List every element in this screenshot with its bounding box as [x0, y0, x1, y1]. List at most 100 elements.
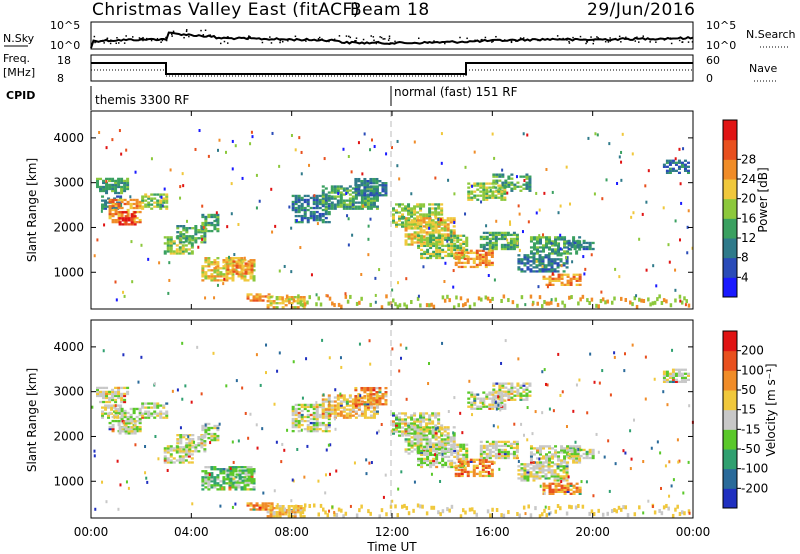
- heatmap-cell: [113, 197, 117, 200]
- heatmap-cell: [519, 394, 523, 397]
- heatmap-cell: [312, 196, 316, 200]
- heatmap-cell: [473, 407, 477, 410]
- heatmap-cell: [438, 234, 442, 237]
- heatmap-cell: [302, 300, 306, 303]
- heatmap-cell: [342, 147, 345, 151]
- heatmap-cell: [249, 468, 253, 471]
- heatmap-cell: [235, 260, 239, 263]
- heatmap-cell: [500, 448, 504, 452]
- heatmap-cell: [416, 205, 420, 208]
- heatmap-cell: [261, 508, 265, 511]
- heatmap-cell: [178, 248, 182, 251]
- heatmap-cell: [416, 438, 420, 441]
- nsearch-point: [317, 38, 320, 40]
- heatmap-cell: [542, 482, 546, 485]
- heatmap-cell: [462, 242, 466, 246]
- heatmap-cell: [568, 295, 571, 300]
- heatmap-cell: [290, 505, 294, 508]
- heatmap-cell: [500, 452, 504, 456]
- heatmap-cell: [124, 430, 128, 433]
- heatmap-cell: [181, 172, 184, 176]
- heatmap-cell: [255, 295, 259, 298]
- heatmap-cell: [114, 386, 118, 390]
- heatmap-cell: [431, 211, 435, 214]
- heatmap-cell: [443, 219, 447, 222]
- heatmap-cell: [312, 407, 316, 411]
- heatmap-cell: [578, 248, 582, 251]
- heatmap-cell: [544, 256, 548, 259]
- heatmap-cell: [485, 440, 489, 444]
- heatmap-cell: [300, 218, 304, 222]
- heatmap-cell: [395, 416, 399, 419]
- heatmap-cell: [484, 261, 488, 265]
- heatmap-cell: [562, 467, 566, 470]
- heatmap-cell: [428, 442, 432, 445]
- heatmap-cell: [671, 372, 675, 375]
- heatmap-cell: [456, 246, 460, 250]
- heatmap-cell: [497, 448, 501, 452]
- heatmap-cell: [222, 476, 226, 479]
- heatmap-cell: [181, 248, 185, 251]
- heatmap-cell: [114, 419, 118, 423]
- heatmap-cell: [392, 298, 395, 303]
- heatmap-cell: [513, 187, 517, 190]
- heatmap-cell: [608, 142, 611, 146]
- heatmap-cell: [517, 469, 521, 472]
- heatmap-cell: [441, 509, 445, 514]
- heatmap-cell: [452, 239, 456, 242]
- nsearch-point: [598, 38, 601, 40]
- nsearch-point: [354, 40, 356, 42]
- heatmap-cell: [452, 225, 456, 228]
- heatmap-cell: [426, 463, 430, 467]
- heatmap-cell: [566, 490, 570, 493]
- nsearch-point: [160, 41, 162, 43]
- heatmap-cell: [327, 425, 331, 429]
- heatmap-cell: [366, 393, 370, 396]
- heatmap-cell: [507, 510, 510, 515]
- heatmap-cell: [480, 200, 483, 204]
- heatmap-cell: [203, 239, 207, 242]
- heatmap-cell: [435, 451, 439, 455]
- heatmap-cell: [266, 304, 270, 307]
- heatmap-cell: [261, 504, 265, 507]
- heatmap-cell: [431, 428, 435, 431]
- heatmap-cell: [194, 225, 198, 228]
- heatmap-cell: [551, 447, 555, 450]
- heatmap-cell: [108, 187, 112, 191]
- heatmap-cell: [196, 345, 199, 349]
- nsearch-point: [492, 40, 494, 43]
- heatmap-cell: [576, 245, 580, 249]
- heatmap-cell: [686, 225, 689, 229]
- heatmap-cell: [166, 244, 170, 247]
- heatmap-cell: [303, 214, 307, 218]
- heatmap-cell: [132, 212, 136, 216]
- heatmap-cell: [548, 459, 552, 462]
- heatmap-cell: [351, 191, 355, 194]
- heatmap-cell: [485, 182, 489, 185]
- heatmap-cell: [404, 205, 408, 208]
- heatmap-cell: [484, 464, 488, 468]
- heatmap-cell: [519, 384, 523, 387]
- heatmap-cell: [185, 438, 189, 441]
- heatmap-cell: [135, 198, 139, 202]
- heatmap-cell: [226, 268, 230, 271]
- heatmap-cell: [345, 192, 348, 196]
- heatmap-cell: [246, 293, 250, 296]
- heatmap-cell: [542, 488, 546, 491]
- heatmap-cell: [229, 477, 233, 480]
- heatmap-cell: [184, 384, 187, 388]
- heatmap-cell: [462, 465, 466, 469]
- heatmap-cell: [578, 236, 582, 239]
- heatmap-cell: [482, 243, 486, 247]
- heatmap-cell: [490, 462, 494, 465]
- heatmap-cell: [321, 404, 325, 407]
- heatmap-cell: [302, 306, 306, 309]
- heatmap-cell: [226, 270, 230, 273]
- heatmap-cell: [500, 407, 504, 410]
- heatmap-cell: [127, 217, 131, 220]
- heatmap-cell: [428, 426, 432, 429]
- heatmap-cell: [216, 275, 220, 278]
- heatmap-cell: [425, 444, 429, 447]
- heatmap-cell: [231, 167, 234, 171]
- heatmap-cell: [428, 422, 432, 425]
